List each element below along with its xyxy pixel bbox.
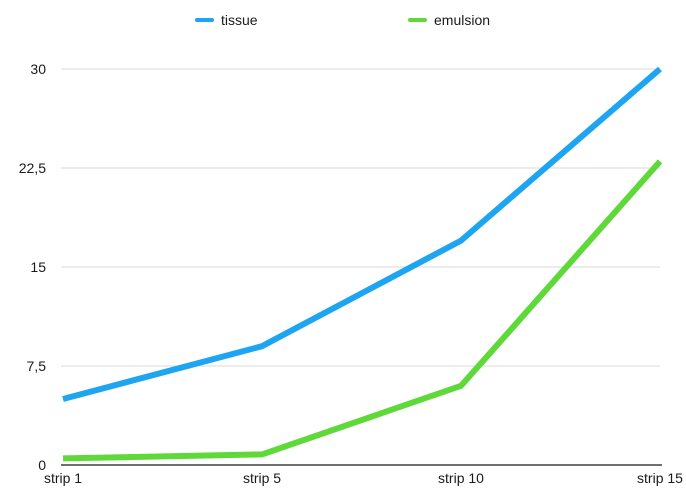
series-line-tissue xyxy=(62,66,662,402)
x-tick-label: strip 5 xyxy=(243,470,281,486)
gridlines xyxy=(61,68,660,367)
x-tick-label: strip 15 xyxy=(637,470,683,486)
x-tick-label: strip 1 xyxy=(44,470,82,486)
y-tick-label: 0 xyxy=(38,457,46,473)
series-line-emulsion xyxy=(62,159,663,462)
y-tick-label: 30 xyxy=(30,61,46,77)
legend-label-tissue: tissue xyxy=(221,12,258,28)
axes: 0 7,5 15 22,5 30 strip 1 strip 5 strip 10 strip … xyxy=(19,61,683,486)
y-tick-label: 7,5 xyxy=(27,358,47,374)
y-tick-label: 15 xyxy=(30,259,46,275)
legend: tissue emulsion xyxy=(195,12,490,28)
y-tick-label: 22,5 xyxy=(19,160,46,176)
series-lines xyxy=(62,66,663,462)
legend-label-emulsion: emulsion xyxy=(434,12,490,28)
x-tick-label: strip 10 xyxy=(438,470,484,486)
